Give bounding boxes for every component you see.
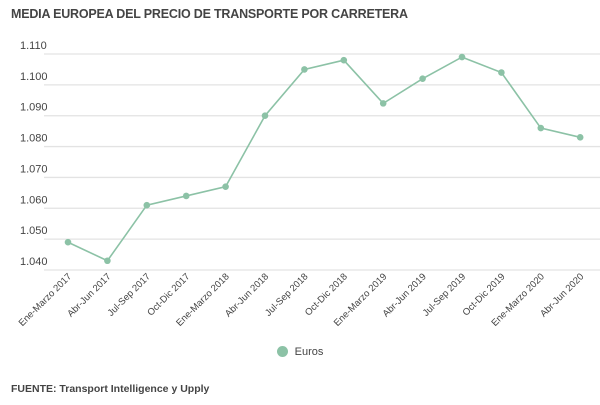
data-point — [64, 238, 72, 246]
data-point — [301, 66, 308, 73]
y-tick-label: 1.080 — [20, 133, 48, 145]
x-tick-label: Ene-Marzo 2017 — [17, 271, 74, 328]
data-point — [261, 112, 269, 120]
line-chart: 1.040 1.050 1.060 1.070 1.080 1.090 1.100 1.110… — [17, 40, 600, 329]
data-point — [576, 134, 584, 141]
chart-title: MEDIA EUROPEA DEL PRECIO DE TRANSPORTE P… — [11, 7, 408, 21]
data-point — [537, 124, 545, 132]
legend-marker-icon — [276, 346, 288, 357]
data-point — [340, 56, 348, 64]
y-tick-label: 1.040 — [20, 256, 48, 268]
y-tick-label: 1.050 — [20, 225, 48, 237]
legend-label: Euros — [294, 346, 324, 358]
data-point — [419, 75, 426, 82]
series-line — [67, 56, 581, 262]
y-tick-label: 1.090 — [20, 102, 48, 114]
data-point — [458, 53, 466, 61]
data-point — [379, 100, 387, 107]
data-point — [498, 69, 505, 76]
data-point — [222, 183, 229, 190]
source-note: FUENTE: Transport Intelligence y Upply — [11, 383, 210, 395]
y-tick-label: 1.070 — [20, 163, 48, 175]
y-tick-label: 1.110 — [20, 40, 47, 52]
legend: Euros — [0, 346, 600, 358]
data-point — [182, 192, 190, 200]
data-point — [104, 257, 111, 265]
y-tick-label: 1.100 — [20, 71, 48, 83]
data-point — [143, 201, 151, 209]
y-tick-label: 1.060 — [20, 194, 48, 206]
